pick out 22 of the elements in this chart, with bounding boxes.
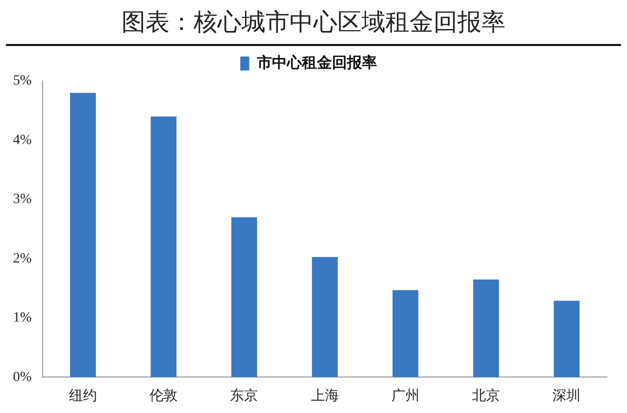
bar bbox=[70, 92, 96, 378]
x-tick-label: 广州 bbox=[391, 388, 420, 404]
bar bbox=[392, 290, 418, 378]
bar bbox=[312, 256, 338, 378]
bar bbox=[473, 279, 499, 378]
bar bbox=[231, 217, 258, 378]
y-tick-label: 5% bbox=[12, 74, 32, 89]
y-tick-label: 3% bbox=[12, 192, 32, 208]
chart-title: 图表：核心城市中心区域租金回报率 bbox=[6, 0, 621, 46]
y-tick-label: 2% bbox=[12, 251, 32, 266]
x-tick-label: 深圳 bbox=[552, 388, 581, 404]
x-tick-label: 伦敦 bbox=[150, 388, 178, 404]
y-tick-label: 1% bbox=[12, 310, 32, 326]
x-tick-label: 纽约 bbox=[68, 388, 97, 404]
legend-label: 市中心租金回报率 bbox=[256, 53, 377, 72]
x-tick-label: 北京 bbox=[472, 388, 500, 404]
y-tick-label: 4% bbox=[12, 132, 32, 148]
bar bbox=[554, 300, 580, 378]
x-tick-label: 东京 bbox=[230, 388, 258, 404]
y-tick-label: 0% bbox=[12, 370, 32, 385]
x-tick-label: 上海 bbox=[310, 388, 339, 404]
bar bbox=[150, 116, 176, 378]
